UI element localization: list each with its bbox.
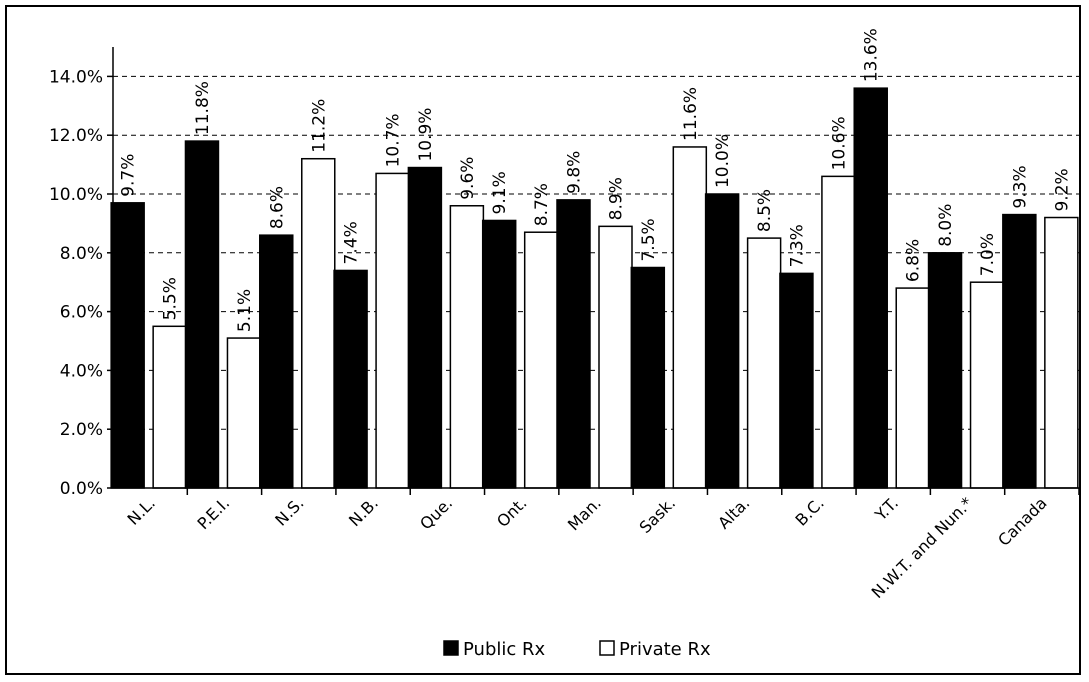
y-tick-label: 4.0% [60,361,103,381]
data-label: 10.6% [829,116,849,170]
data-label: 7.5% [639,218,659,261]
bar-public [481,219,517,489]
bar-public [407,166,443,489]
data-label: 5.5% [161,277,181,320]
data-label: 8.5% [755,189,775,232]
bar-public [704,193,740,489]
bar-public [259,234,294,489]
category-label: Canada [994,493,1050,549]
bar-public [779,272,814,489]
category-label: Y.T. [871,493,903,525]
data-label: 9.1% [490,171,510,214]
data-label: 10.0% [713,134,733,188]
category-label: B.C. [791,493,827,529]
legend-label-private: Private Rx [619,639,711,660]
data-label: 8.7% [532,183,552,226]
category-label: Sask. [636,493,680,537]
data-label: 8.6% [267,186,287,229]
category-label: Ont. [493,493,531,531]
bar-public [630,266,666,489]
category-label: Man. [564,493,605,534]
data-label: 9.6% [458,157,478,200]
bar-private [152,325,187,489]
bar-private [969,281,1005,489]
bar-private [301,157,336,489]
bar-public [556,199,591,489]
y-tick-label: 12.0% [49,126,103,146]
bar-public [1002,213,1037,489]
bar-private [375,172,410,489]
legend-swatch-private [599,640,615,656]
category-label: Alta. [714,493,753,532]
bar-private [226,337,262,489]
y-tick-label: 2.0% [60,420,103,440]
data-label: 13.6% [862,28,882,82]
y-tick-label: 10.0% [49,185,103,205]
bar-public [184,140,220,489]
data-label: 9.7% [119,154,139,197]
data-label: 8.0% [936,204,956,247]
bar-private [746,237,782,489]
data-label: 11.2% [309,99,329,153]
data-label: 10.7% [384,113,404,167]
bar-private [523,231,559,489]
data-label: 8.9% [607,177,627,220]
bar-private [598,225,633,489]
data-label: 10.9% [416,108,436,162]
data-label: 7.3% [787,224,807,267]
data-label: 11.8% [193,81,213,135]
category-label: N.B. [345,493,382,530]
legend-label-public: Public Rx [463,639,545,660]
y-tick-label: 14.0% [49,67,103,87]
bar-private [672,146,708,489]
category-label: P.E.I. [194,493,234,533]
data-label: 9.3% [1010,165,1030,208]
data-label: 7.0% [978,233,998,276]
bar-private [1044,216,1079,489]
data-label: 9.8% [565,151,585,194]
bar-public [110,202,145,489]
data-label: 11.6% [681,87,701,141]
category-label: Que. [416,493,456,533]
y-tick-label: 0.0% [60,479,103,499]
bar-public [333,269,368,489]
y-tick-label: 6.0% [60,303,103,323]
category-label: N.S. [271,493,307,529]
legend-swatch-public [443,640,459,656]
y-tick-label: 8.0% [60,244,103,264]
bar-public [927,252,963,489]
bar-private [895,287,930,489]
bar-private [449,205,485,489]
data-label: 5.1% [235,289,255,332]
data-label: 7.4% [342,221,362,264]
data-label: 6.8% [904,239,924,282]
category-label: N.L. [124,493,159,528]
bar-private [821,175,856,489]
bar-public [853,87,888,489]
data-label: 9.2% [1052,168,1072,211]
